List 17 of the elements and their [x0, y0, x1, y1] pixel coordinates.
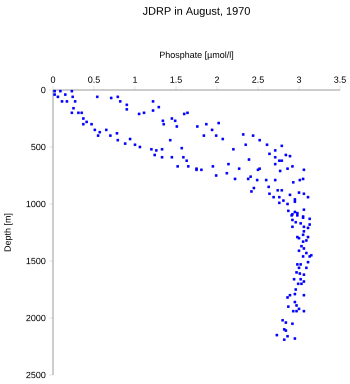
x-tick-label: 0: [50, 76, 56, 83]
y-tick-label: 1000: [26, 200, 46, 208]
x-tick-label: 2: [214, 76, 220, 83]
x-tick-label: 3.5: [334, 76, 346, 83]
y-tick-label: 1500: [26, 258, 46, 264]
x-tick-label: 0.5: [88, 76, 100, 83]
x-tick-label: 1: [133, 76, 138, 83]
y-tick-label: 2000: [26, 314, 46, 322]
y-tick-label: 2500: [26, 372, 46, 378]
x-tick-label: 3: [296, 76, 302, 83]
y-axis-title: Depth [m]: [4, 214, 12, 252]
x-axis-title: Phosphate [µmol/l]: [160, 51, 234, 60]
x-tick-label: 1.5: [170, 76, 182, 83]
chart-title: JDRP in August, 1970: [142, 6, 250, 18]
y-tick-label: 500: [31, 144, 46, 150]
y-tick-label: 0: [41, 86, 46, 94]
x-tick-label: 2.5: [252, 76, 264, 83]
